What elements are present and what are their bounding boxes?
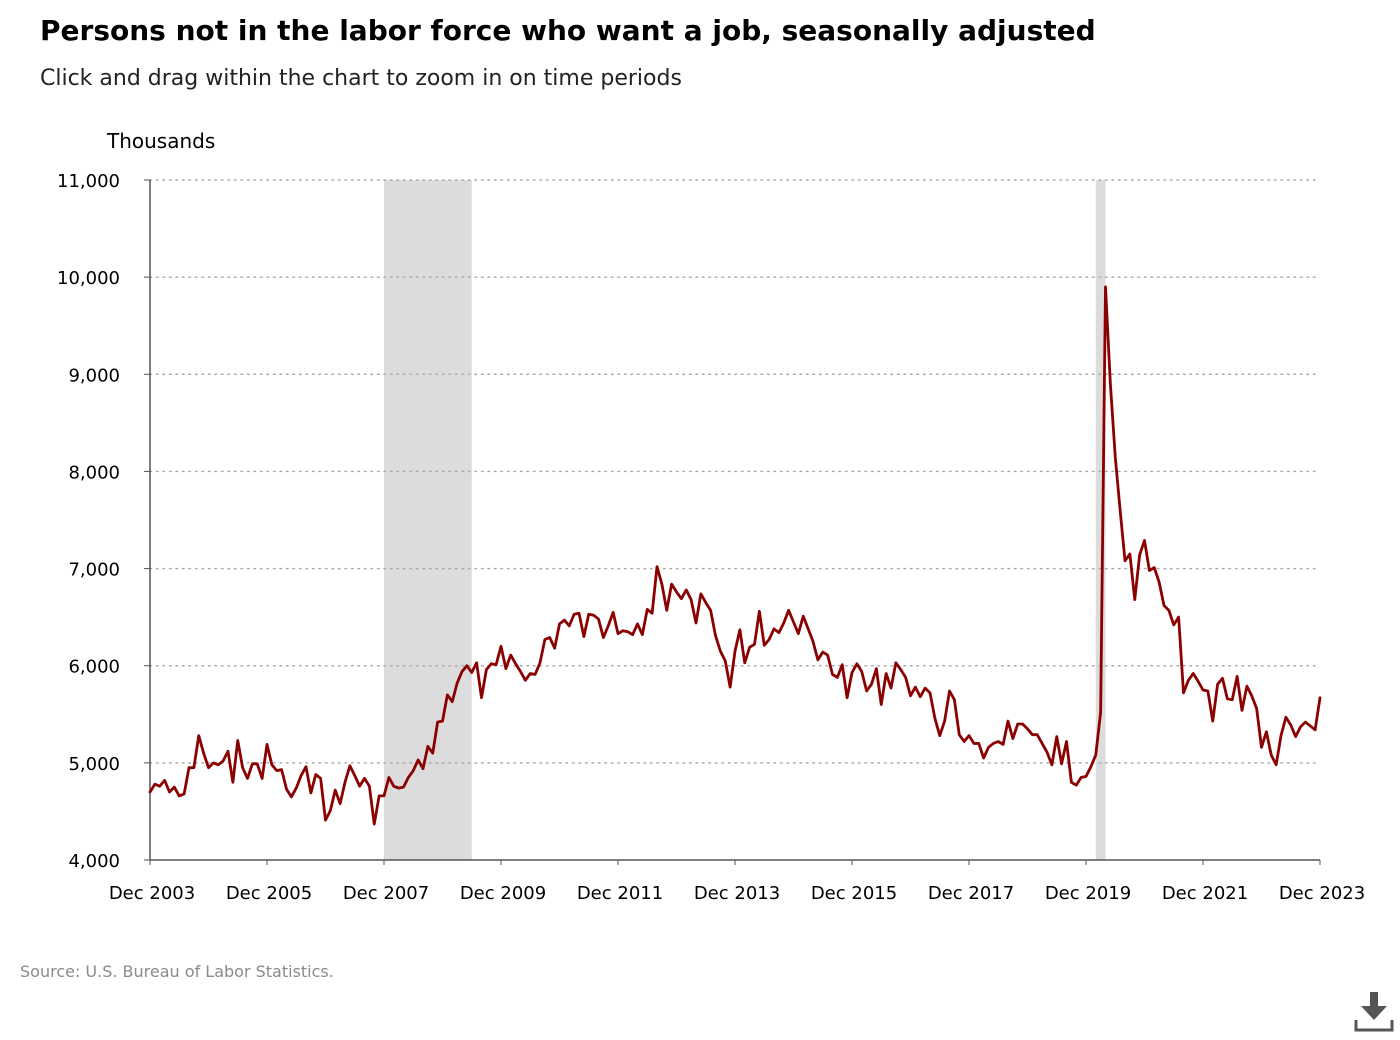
y-tick-label: 7,000 [68,560,120,581]
y-tick-label: 5,000 [68,754,120,775]
y-tick-label: 6,000 [68,657,120,678]
y-tick-label: 10,000 [57,268,120,289]
download-icon[interactable] [1352,990,1396,1034]
recession-band [384,180,472,860]
x-tick-label: Dec 2023 [1279,883,1365,904]
x-tick-labels: Dec 2003 Dec 2005 Dec 2007 Dec 2009 Dec 2011… [109,860,1365,904]
x-tick-label: Dec 2003 [109,883,195,904]
x-tick-label: Dec 2017 [928,883,1014,904]
y-tick-label: 9,000 [68,365,120,386]
y-tick-labels: 4,000 5,000 6,000 7,000 8,000 9,000 10,000 11,0… [57,171,120,872]
axes [149,180,1320,861]
y-tick-label: 11,000 [57,171,120,192]
chart-subtitle: Click and drag within the chart to zoom … [40,66,682,91]
x-tick-label: Dec 2021 [1162,883,1248,904]
x-tick-label: Dec 2015 [811,883,897,904]
x-tick-label: Dec 2005 [226,883,312,904]
y-axis-label: Thousands [106,129,215,153]
recession-shading [384,180,1106,860]
source-note: Source: U.S. Bureau of Labor Statistics. [20,962,334,981]
gridlines [144,179,1321,861]
x-tick-label: Dec 2011 [577,883,663,904]
y-tick-label: 4,000 [68,851,120,872]
x-tick-label: Dec 2013 [694,883,780,904]
series [148,285,1322,826]
series-line [148,285,1322,826]
y-tick-label: 8,000 [68,462,120,483]
recession-band [1095,180,1106,860]
x-tick-label: Dec 2019 [1045,883,1131,904]
x-tick-label: Dec 2007 [343,883,429,904]
chart-title: Persons not in the labor force who want … [40,14,1096,47]
x-tick-label: Dec 2009 [460,883,546,904]
